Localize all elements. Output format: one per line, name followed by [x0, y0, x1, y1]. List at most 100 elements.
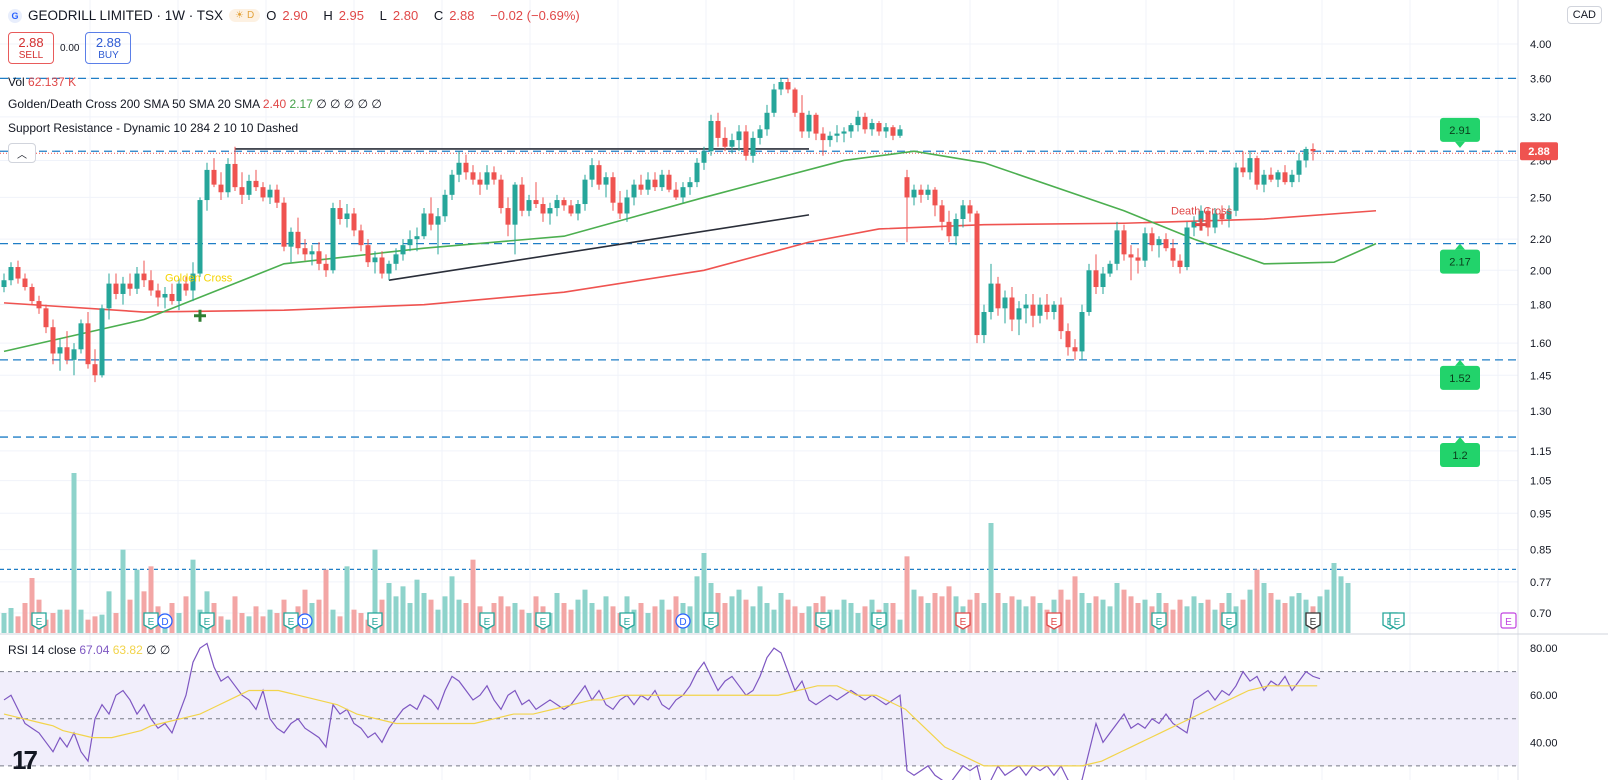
candle-body	[407, 239, 413, 246]
candle	[463, 154, 469, 180]
price-axis-tick: 0.95	[1530, 508, 1551, 520]
candle	[442, 189, 448, 222]
candle-body	[1191, 221, 1197, 228]
earnings-marker-icon: E	[1046, 612, 1062, 630]
volume-bar	[981, 603, 987, 633]
volume-bar	[890, 603, 896, 633]
earnings-marker-label: E	[1051, 617, 1058, 628]
candle-body	[897, 129, 903, 136]
volume-bar	[267, 609, 273, 633]
candle	[1268, 167, 1274, 183]
tradingview-logo[interactable]: 17	[12, 745, 38, 775]
candle	[351, 208, 357, 237]
candle	[85, 312, 91, 369]
candle	[925, 184, 931, 201]
earnings-marker-icon: E	[1221, 612, 1237, 630]
earnings-marker-shape	[1389, 612, 1405, 630]
support-resistance-legend[interactable]: Support Resistance - Dynamic 10 284 2 10…	[8, 121, 298, 135]
candle	[1191, 216, 1197, 237]
candle	[281, 197, 287, 252]
candle-body	[36, 301, 42, 309]
candle	[204, 162, 210, 211]
volume-bar	[512, 603, 518, 633]
candle	[995, 276, 1001, 316]
candle	[1303, 146, 1309, 168]
sr-label-box	[1440, 117, 1480, 142]
earnings-marker-label: E	[876, 617, 883, 628]
candle	[1275, 169, 1281, 188]
candle-body	[1177, 260, 1183, 268]
candle-body	[645, 179, 651, 190]
candle	[582, 174, 588, 211]
candle-body	[904, 177, 910, 198]
volume-bar	[1065, 599, 1071, 633]
volume-bar	[904, 556, 910, 633]
sma50-line	[3, 150, 1377, 353]
candle-body	[92, 364, 98, 376]
session-badge[interactable]: ☀ D	[229, 9, 261, 22]
candle	[1212, 208, 1218, 234]
volume-bar	[442, 596, 448, 633]
symbol-logo: G	[8, 8, 22, 23]
candle-body	[883, 127, 889, 132]
volume-bar	[393, 596, 399, 633]
candle-body	[71, 349, 77, 360]
candle	[435, 208, 441, 255]
candle	[862, 112, 868, 134]
candle	[78, 319, 84, 354]
candle	[1233, 162, 1239, 217]
volume-bar	[1261, 583, 1267, 633]
golden-death-cross-legend[interactable]: Golden/Death Cross 200 SMA 50 SMA 20 SMA…	[8, 97, 382, 111]
price-axis-tick: 3.20	[1530, 112, 1551, 124]
volume-bar	[120, 549, 126, 633]
candle-body	[456, 162, 462, 175]
event-marker-icon	[1500, 612, 1517, 629]
earnings-marker-icon: E	[955, 612, 971, 630]
volume-bar	[50, 613, 56, 633]
earnings-marker-label: E	[372, 617, 379, 628]
chevron-up-icon: ︿	[17, 149, 27, 161]
candle-body	[169, 293, 175, 302]
earnings-marker-label: E	[624, 617, 631, 628]
volume-bar	[246, 616, 252, 633]
volume-legend[interactable]: Vol 62.137 K	[8, 75, 76, 89]
candle	[449, 169, 455, 201]
candle-body	[792, 89, 798, 113]
sell-button[interactable]: 2.88 SELL	[8, 32, 54, 64]
dividend-marker-shape	[157, 613, 173, 629]
candle	[148, 270, 154, 296]
symbol-title[interactable]: GEODRILL LIMITED · 1W · TSX	[28, 8, 224, 23]
candle	[36, 295, 42, 314]
volume-bar	[1324, 589, 1330, 633]
candle-body	[435, 216, 441, 225]
collapse-legend-button[interactable]: ︿	[8, 143, 36, 163]
volume-bar	[722, 603, 728, 633]
volume-bar	[1114, 583, 1120, 633]
candle-body	[1205, 210, 1211, 228]
candle-body	[15, 267, 21, 279]
candle-body	[64, 347, 70, 360]
currency-selector[interactable]: CAD	[1566, 6, 1602, 24]
volume-bar	[253, 606, 259, 633]
candle-body	[890, 127, 896, 136]
candle	[302, 239, 308, 261]
candle-body	[323, 263, 329, 271]
candle	[722, 127, 728, 152]
candle-body	[729, 140, 735, 147]
candle	[1086, 263, 1092, 316]
earnings-marker-icon: E	[283, 612, 299, 630]
candle	[8, 262, 14, 286]
candle-body	[540, 204, 546, 214]
volume-bar	[78, 609, 84, 633]
candle-body	[337, 208, 343, 220]
rsi-legend-value: ∅	[146, 643, 160, 657]
earnings-marker-label: E	[148, 617, 155, 628]
spread-value: 0.00	[60, 42, 80, 54]
candle-body	[267, 189, 273, 198]
candle	[1142, 227, 1148, 268]
sr-legend-label: Support Resistance - Dynamic 10 284 2 10…	[8, 121, 299, 135]
buy-button[interactable]: 2.88 BUY	[85, 32, 132, 64]
candle	[1128, 245, 1134, 281]
volume-bar	[183, 596, 189, 633]
